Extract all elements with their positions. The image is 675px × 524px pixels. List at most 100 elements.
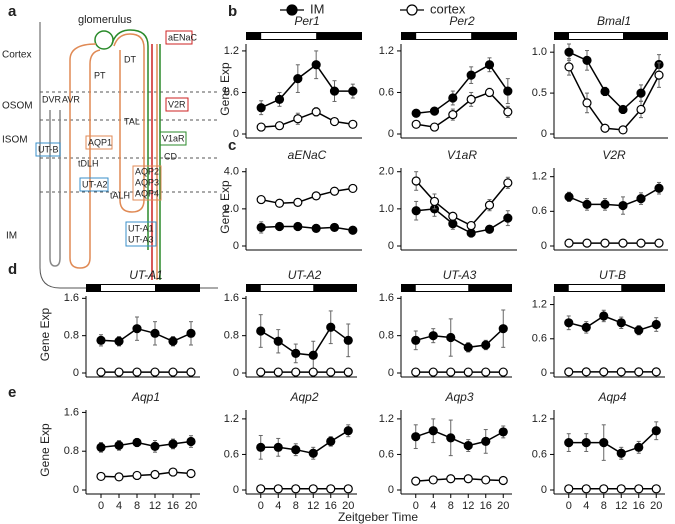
box-label: V2R — [168, 99, 186, 109]
box — [125, 221, 157, 247]
data-point — [311, 60, 321, 70]
data-point — [256, 442, 266, 452]
data-point — [343, 426, 353, 436]
data-point — [484, 224, 495, 234]
data-point — [308, 448, 318, 458]
x-tick-label: 0 — [98, 500, 104, 512]
data-point — [411, 476, 421, 486]
data-point — [411, 108, 421, 118]
data-point — [581, 367, 591, 377]
data-point — [466, 94, 476, 104]
y-tick-label: 1.6 — [379, 292, 394, 304]
data-point — [654, 70, 664, 80]
y-tick-label: 0 — [541, 128, 547, 140]
data-point — [599, 367, 609, 377]
data-point — [291, 484, 301, 494]
y-axis-title: Gene Exp — [38, 423, 52, 477]
data-point — [481, 340, 491, 350]
data-point — [150, 367, 160, 377]
data-point — [481, 367, 491, 377]
chart-title: Per2 — [449, 14, 475, 28]
segment-label: tALH — [110, 190, 130, 200]
y-tick-label: 1.2 — [224, 45, 239, 57]
y-tick-label: 0 — [388, 240, 394, 252]
x-tick-label: 8 — [448, 500, 454, 512]
data-point — [481, 475, 491, 485]
data-point — [564, 238, 574, 248]
data-point — [326, 436, 336, 447]
data-point — [463, 342, 473, 352]
y-tick-label: 0.5 — [532, 87, 547, 99]
x-tick-label: 8 — [293, 500, 299, 512]
data-point — [186, 468, 196, 479]
x-tick-label: 12 — [149, 500, 161, 512]
y-tick-label: 0 — [233, 484, 239, 496]
chart-title: UT-B — [599, 268, 626, 282]
x-tick-label: 20 — [497, 500, 509, 512]
data-point — [329, 86, 340, 96]
data-point — [616, 448, 626, 458]
data-point — [498, 367, 508, 377]
x-tick-label: 0 — [566, 500, 572, 512]
data-point — [256, 222, 266, 233]
series-line — [100, 327, 192, 343]
data-point — [114, 367, 124, 377]
data-point — [348, 225, 358, 235]
data-point — [308, 367, 318, 377]
y-tick-label: 0.6 — [379, 448, 394, 460]
y-tick-label: 0.8 — [379, 330, 394, 342]
x-tick-label: 4 — [116, 500, 122, 512]
series-line — [568, 66, 660, 131]
data-point — [484, 60, 495, 70]
box-label: UT-A3 — [128, 234, 154, 244]
data-point — [150, 441, 160, 451]
light-bar — [569, 33, 623, 39]
data-point — [168, 367, 178, 377]
x-tick-label: 16 — [633, 500, 645, 512]
data-point — [411, 206, 421, 216]
chart-title: UT-A2 — [288, 268, 322, 282]
y-tick-label: 0.8 — [224, 330, 239, 342]
chart-title: Aqp1 — [131, 390, 160, 404]
data-point — [634, 367, 644, 377]
kidney-diagram — [35, 22, 218, 289]
data-point — [343, 367, 353, 377]
data-point — [634, 484, 644, 494]
data-point — [326, 484, 336, 494]
x-tick-label: 4 — [583, 500, 589, 512]
chart-title: Aqp4 — [597, 390, 626, 404]
data-point — [446, 474, 456, 484]
y-tick-label: 0 — [73, 367, 79, 379]
data-point — [446, 332, 456, 343]
data-point — [329, 186, 340, 196]
x-tick-label: 4 — [430, 500, 436, 512]
data-point — [600, 86, 610, 97]
data-point — [466, 70, 476, 80]
y-tick-label: 1.2 — [379, 45, 394, 57]
data-point — [132, 367, 142, 377]
box — [165, 30, 193, 45]
data-point — [616, 367, 626, 377]
data-point — [654, 238, 664, 248]
box-label: V1aR — [162, 133, 185, 143]
x-axis-title: Zeitgeber Time — [338, 510, 418, 524]
data-point — [348, 183, 358, 194]
data-point — [168, 439, 178, 449]
y-tick-label: 2.0 — [379, 166, 394, 178]
data-point — [293, 221, 303, 232]
data-point — [600, 199, 610, 209]
data-point — [311, 191, 321, 201]
box-label: AQP3 — [135, 177, 159, 187]
y-tick-label: 0 — [233, 367, 239, 379]
x-tick-label: 20 — [342, 500, 354, 512]
panel-label: d — [8, 261, 17, 278]
data-point — [636, 104, 646, 115]
data-point — [618, 238, 628, 248]
data-point — [429, 106, 440, 116]
data-point — [599, 311, 609, 321]
data-point — [481, 436, 491, 447]
y-tick-label: 0 — [388, 128, 394, 140]
data-point — [600, 238, 610, 248]
legend-label: IM — [310, 1, 324, 16]
